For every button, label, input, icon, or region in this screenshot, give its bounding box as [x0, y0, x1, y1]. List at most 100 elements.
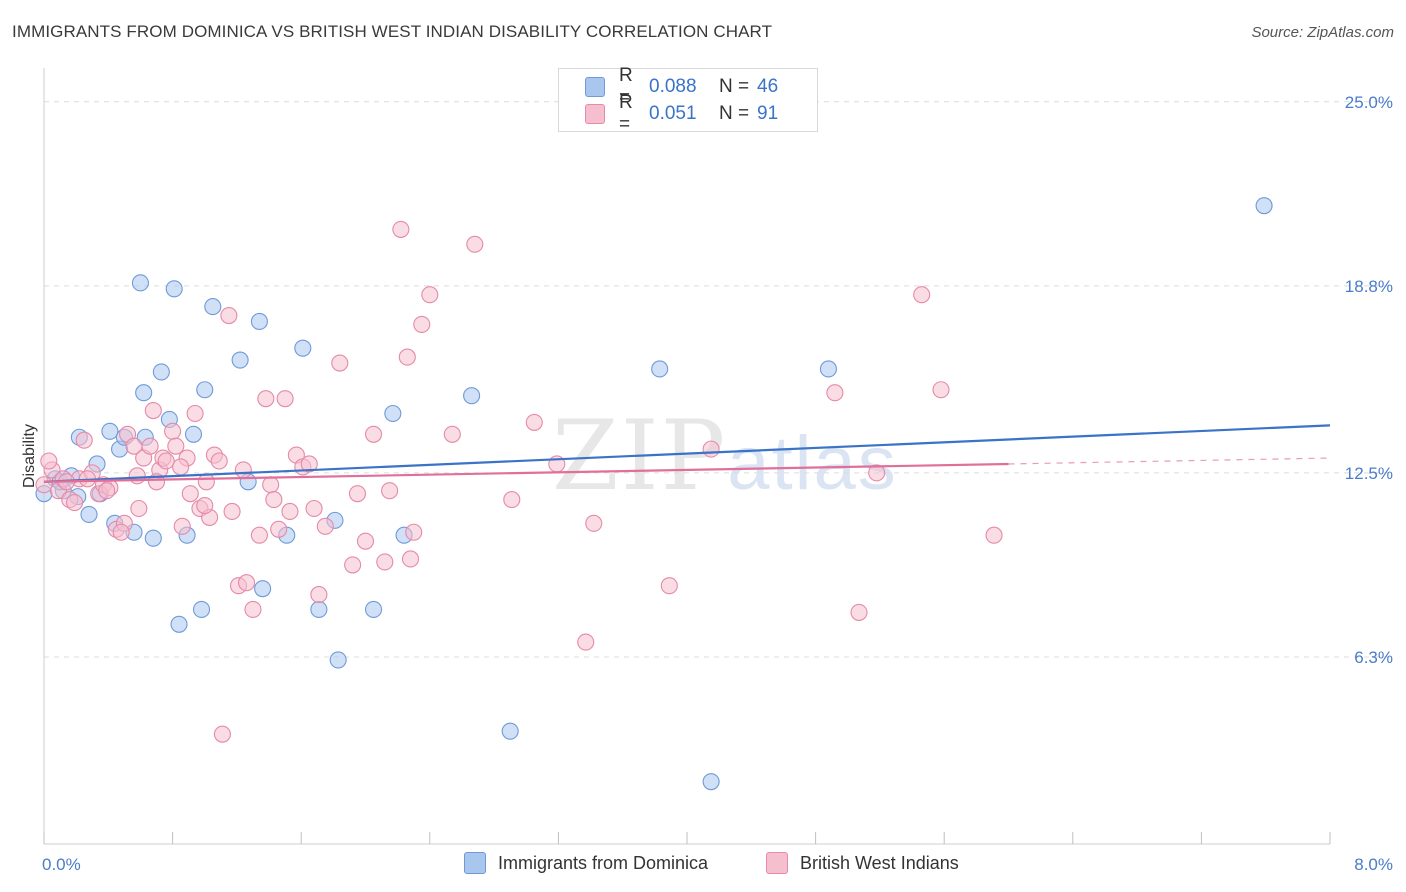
- point-dominica: [101, 422, 119, 440]
- point-british-west-indians: [466, 235, 484, 253]
- point-british-west-indians: [223, 502, 241, 521]
- point-british-west-indians: [157, 452, 175, 470]
- point-british-west-indians: [348, 485, 367, 503]
- legend-n-value: 46: [757, 76, 779, 97]
- bottom-legend-british-west-indians: British West Indians: [766, 852, 959, 874]
- point-dominica: [310, 600, 328, 618]
- point-british-west-indians: [213, 725, 231, 743]
- bottom-legend-label-dominica: Immigrants from Dominica: [498, 852, 709, 873]
- point-british-west-indians: [262, 476, 280, 494]
- point-british-west-indians: [65, 494, 84, 512]
- point-british-west-indians: [356, 532, 375, 550]
- legend-r-value: 0.088: [649, 76, 697, 97]
- point-british-west-indians: [167, 437, 185, 455]
- x-tick-label: 8.0%: [1354, 855, 1393, 874]
- point-british-west-indians: [305, 499, 323, 518]
- point-dominica: [165, 280, 183, 298]
- point-dominica: [651, 360, 669, 378]
- point-british-west-indians: [141, 437, 159, 455]
- bottom-legend-label-british-west-indians: British West Indians: [800, 852, 959, 873]
- point-dominica: [702, 773, 720, 791]
- y-tick-label: 18.8%: [1345, 277, 1393, 296]
- y-tick-label: 6.3%: [1354, 648, 1393, 667]
- point-british-west-indians: [144, 401, 162, 420]
- point-british-west-indians: [398, 348, 416, 366]
- legend-swatch-british-west-indians: [585, 104, 605, 124]
- legend-n-label: N =: [719, 76, 750, 97]
- y-tick-label: 25.0%: [1345, 93, 1393, 112]
- legend-r-label: R =: [619, 65, 633, 108]
- point-british-west-indians: [220, 306, 238, 325]
- point-british-west-indians: [265, 491, 283, 509]
- point-british-west-indians: [413, 315, 431, 333]
- point-british-west-indians: [181, 485, 199, 503]
- point-dominica: [204, 298, 222, 316]
- point-british-west-indians: [196, 496, 214, 515]
- point-british-west-indians: [577, 633, 595, 651]
- point-dominica: [1255, 197, 1273, 215]
- point-british-west-indians: [172, 458, 190, 476]
- point-british-west-indians: [316, 517, 334, 535]
- point-british-west-indians: [244, 600, 262, 618]
- point-british-west-indians: [421, 286, 439, 304]
- trendline-extension-british-west-indians: [1008, 457, 1331, 465]
- point-british-west-indians: [364, 425, 383, 443]
- point-british-west-indians: [164, 422, 182, 440]
- bottom-legend-swatch-british-west-indians: [766, 852, 788, 874]
- point-british-west-indians: [660, 577, 678, 595]
- point-british-west-indians: [344, 556, 362, 574]
- point-british-west-indians: [376, 553, 394, 571]
- point-british-west-indians: [270, 520, 288, 538]
- bottom-legend-dominica: Immigrants from Dominica: [464, 852, 708, 874]
- point-british-west-indians: [381, 482, 399, 500]
- point-british-west-indians: [300, 455, 318, 473]
- point-british-west-indians: [128, 467, 146, 485]
- watermark-atlas: atlas: [727, 421, 898, 506]
- point-british-west-indians: [197, 473, 215, 491]
- point-british-west-indians: [250, 526, 268, 544]
- point-british-west-indians: [234, 461, 252, 479]
- point-dominica: [135, 384, 153, 402]
- legend-r-value: 0.051: [649, 103, 697, 124]
- point-dominica: [463, 387, 481, 405]
- point-british-west-indians: [75, 431, 93, 449]
- source-label: Source: ZipAtlas.com: [1251, 24, 1394, 41]
- point-british-west-indians: [850, 603, 868, 621]
- point-dominica: [254, 580, 272, 598]
- point-dominica: [131, 274, 149, 292]
- point-british-west-indians: [130, 499, 148, 518]
- point-british-west-indians: [98, 482, 116, 500]
- point-british-west-indians: [392, 220, 410, 238]
- trendline-british-west-indians: [43, 462, 1009, 483]
- point-british-west-indians: [985, 526, 1003, 544]
- point-dominica: [231, 351, 249, 369]
- point-british-west-indians: [186, 404, 204, 423]
- point-british-west-indians: [826, 384, 844, 402]
- y-axis-label: Disability: [21, 424, 38, 488]
- point-dominica: [329, 651, 347, 669]
- chart-title: IMMIGRANTS FROM DOMINICA VS BRITISH WEST…: [12, 22, 773, 41]
- trendline-dominica: [43, 424, 1331, 483]
- point-british-west-indians: [331, 354, 349, 372]
- point-dominica: [170, 615, 188, 633]
- legend-n-value: 91: [757, 103, 779, 124]
- point-dominica: [184, 425, 203, 443]
- legend-swatch-dominica: [585, 77, 605, 97]
- point-british-west-indians: [525, 413, 543, 431]
- point-dominica: [192, 600, 211, 618]
- bottom-legend-swatch-dominica: [464, 852, 486, 874]
- point-british-west-indians: [281, 502, 299, 521]
- point-british-west-indians: [40, 452, 58, 470]
- legend-n-label: N =: [719, 103, 750, 124]
- point-dominica: [364, 600, 383, 618]
- point-dominica: [196, 381, 214, 399]
- point-british-west-indians: [868, 464, 886, 482]
- x-tick-label: 0.0%: [42, 855, 81, 874]
- point-british-west-indians: [112, 523, 130, 541]
- legend-row-british-west-indians: R = 0.051 N = 91: [585, 92, 779, 135]
- legend-row-dominica: R = 0.088 N = 46: [585, 65, 779, 108]
- point-british-west-indians: [932, 381, 950, 399]
- point-british-west-indians: [237, 574, 256, 592]
- point-dominica: [250, 312, 268, 331]
